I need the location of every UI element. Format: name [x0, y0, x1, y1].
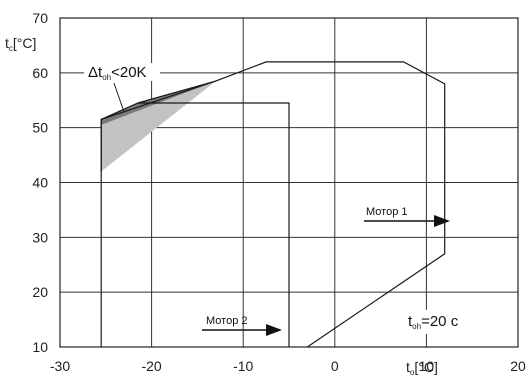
y-tick-label: 60 — [32, 65, 48, 81]
x-tick-label: 20 — [510, 358, 526, 374]
plot-frame — [59, 17, 519, 348]
dt-boundary-line — [100, 80, 216, 172]
y-tick-label: 70 — [32, 10, 48, 26]
motor1-envelope-line — [100, 61, 446, 348]
tick-labels: -30 -20 -10 0 10 20 10 20 30 40 50 60 70 — [32, 10, 526, 374]
x-tick-label: -20 — [141, 358, 161, 374]
y-axis-label: tc[°C] — [5, 35, 36, 53]
dt-label-bg — [84, 63, 160, 81]
motor1-arrow — [364, 215, 450, 227]
y-tick-label: 30 — [32, 229, 48, 245]
y-tick-label: 40 — [32, 175, 48, 191]
dt-annotation: Δtoh<20K — [88, 64, 147, 82]
x-tick-label: 0 — [331, 358, 339, 374]
series-lines — [100, 61, 446, 348]
motor2-arrow — [202, 324, 282, 336]
x-axis-label: to[°C] — [406, 359, 438, 377]
toh-label-bg — [404, 310, 472, 334]
motor1-label: Мотор 1 — [366, 206, 408, 218]
motor2-label: Мотор 2 — [206, 315, 248, 327]
y-tick-label: 10 — [32, 339, 48, 355]
y-tick-label: 50 — [32, 120, 48, 136]
dt-light-area — [101, 81, 216, 172]
x-tick-label: -30 — [50, 358, 70, 374]
motor2-upper-line — [137, 102, 290, 347]
y-tick-label: 20 — [32, 284, 48, 300]
x-tick-label: -10 — [233, 358, 253, 374]
toh-annotation: toh=20 c — [408, 313, 459, 331]
dt-pointer-line — [113, 82, 125, 113]
x-tick-label: 10 — [419, 358, 435, 374]
